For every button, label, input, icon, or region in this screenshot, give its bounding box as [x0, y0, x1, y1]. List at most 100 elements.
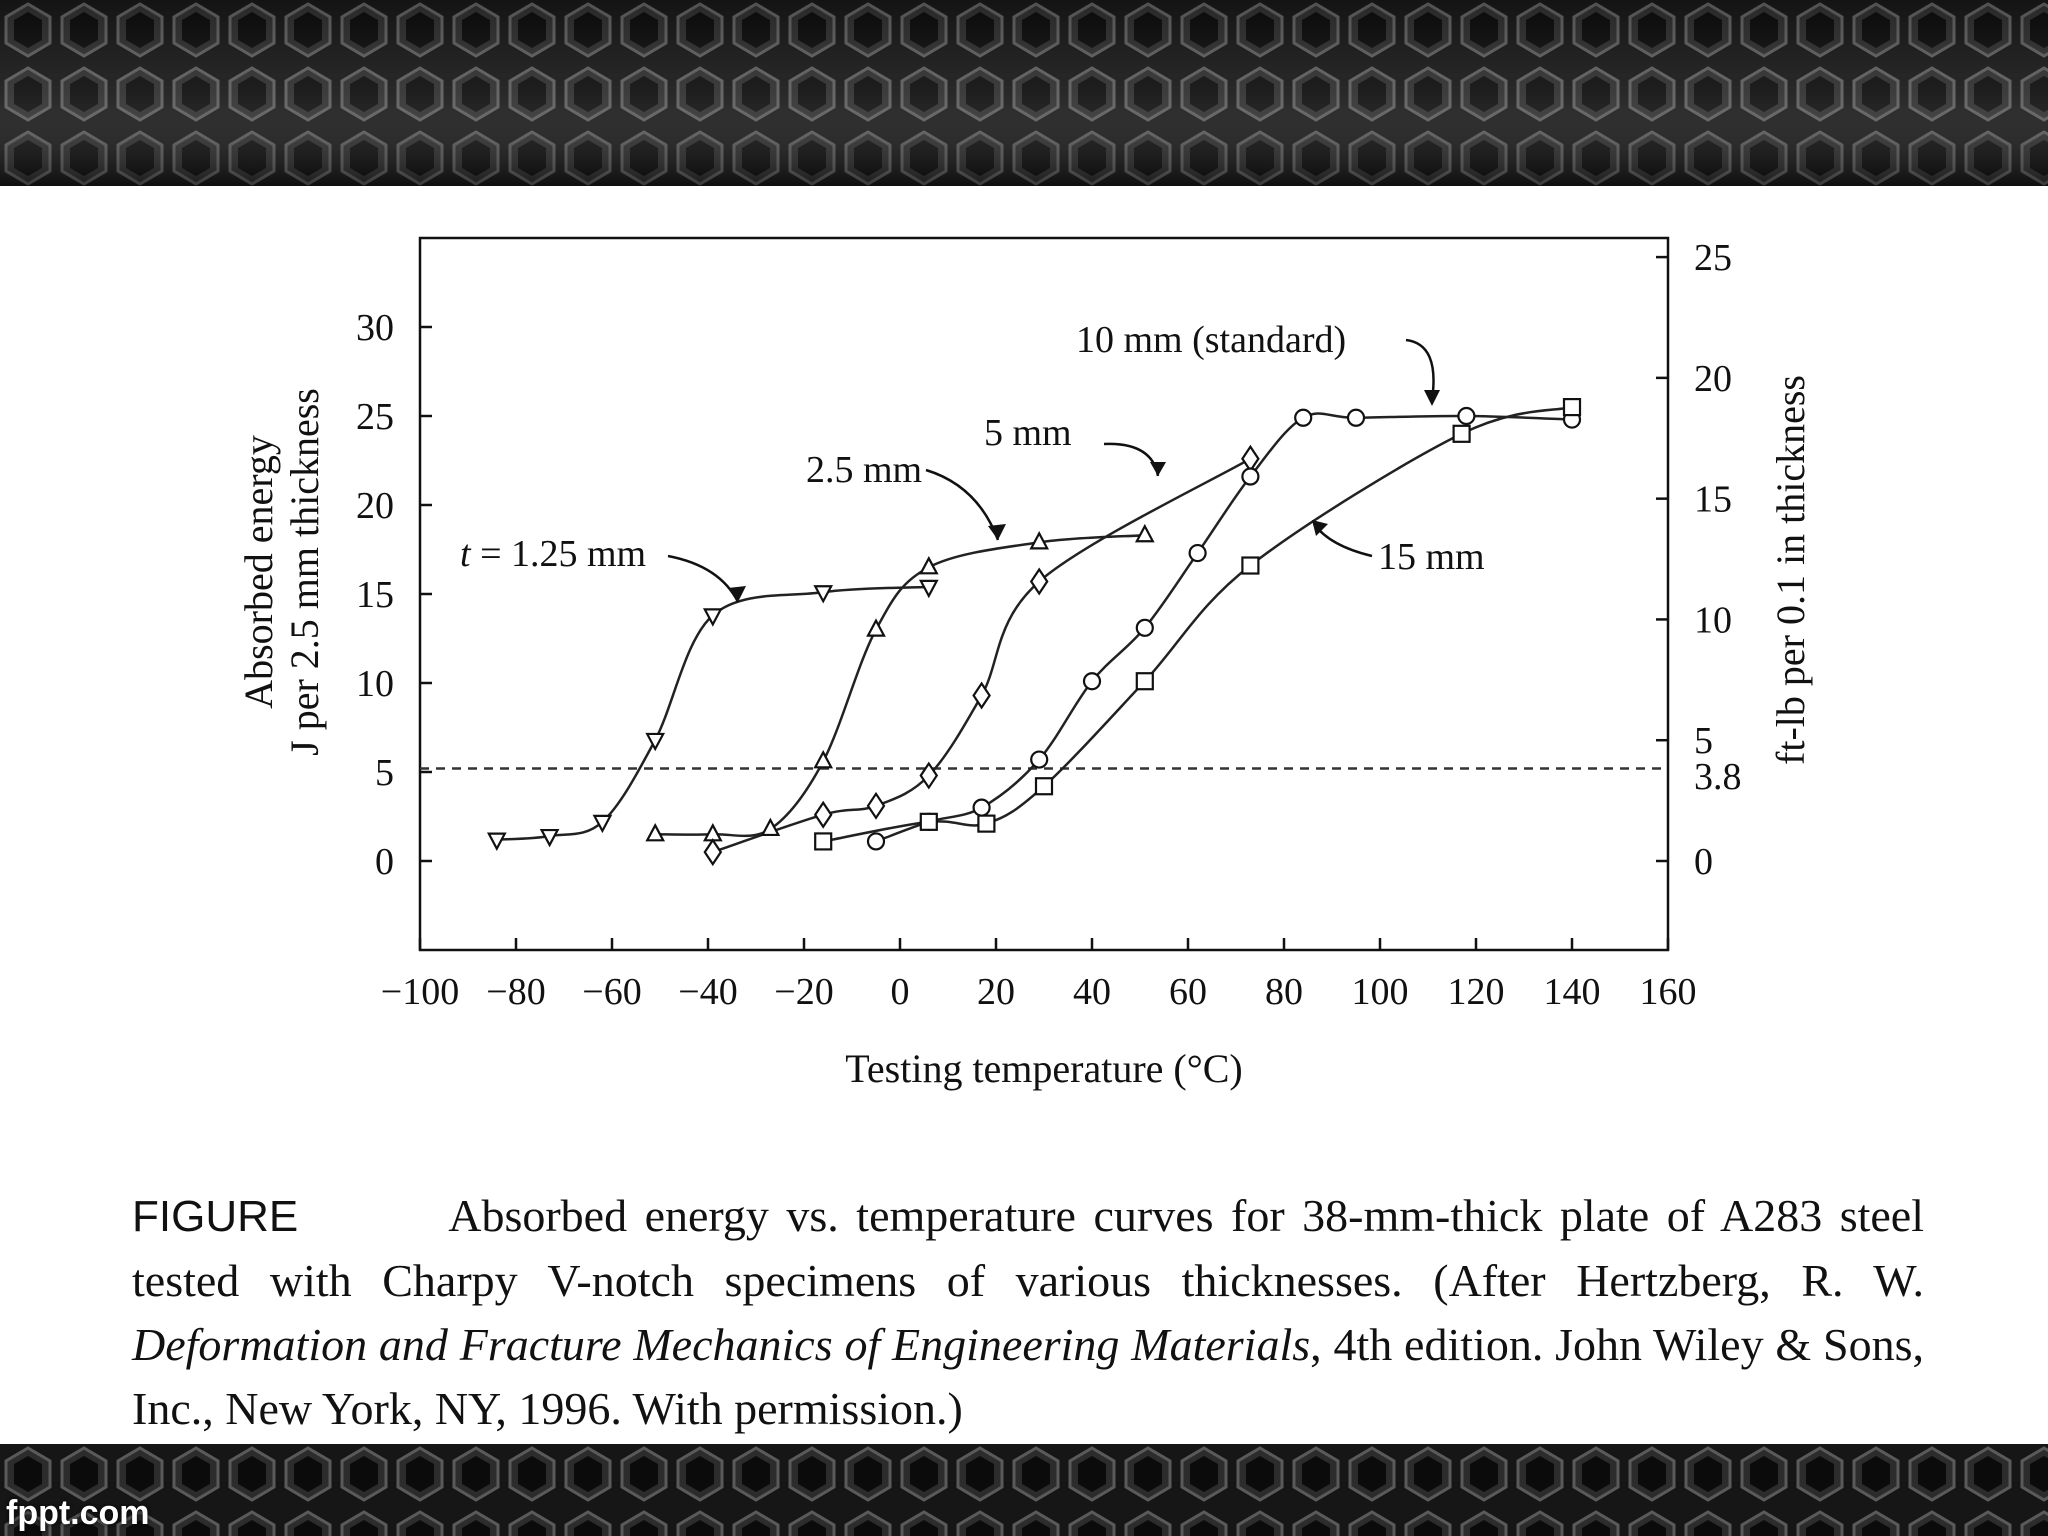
hex-pattern-top [0, 0, 2048, 186]
y2-tick-label: 5 [1694, 720, 1713, 762]
arrowhead-10mm [1424, 390, 1440, 406]
y2-tick-label: 20 [1694, 358, 1732, 400]
series-label-5mm: 5 mm [984, 412, 1072, 454]
data-point-diamond [1029, 567, 1049, 596]
y2-tick-label: 25 [1694, 237, 1732, 279]
data-point-triangle-up [1134, 523, 1155, 543]
header-hex-band [0, 0, 2048, 186]
x-tick-label: 20 [977, 971, 1015, 1013]
data-point-diamond [972, 681, 991, 710]
x-tick-label: 140 [1544, 971, 1601, 1013]
arrow-1.25mm [667, 554, 740, 603]
caption-text-1: Absorbed energy vs. temperature curves f… [132, 1190, 1924, 1306]
data-point-circle [1135, 618, 1154, 637]
x-tick-label: −80 [486, 971, 545, 1013]
arrowhead-1.25mm [728, 586, 746, 602]
plot-frame [418, 236, 1670, 952]
y-tick-label: 30 [356, 307, 394, 349]
curve-5-mm [712, 457, 1252, 854]
hex-pattern-bottom [0, 1444, 2048, 1536]
figure-caption: FIGURE Absorbed energy vs. temperature cu… [132, 1184, 1924, 1441]
y2-tick-label: 15 [1694, 479, 1732, 521]
data-point-triangle-up [866, 618, 886, 637]
data-point-triangle-up [760, 817, 781, 837]
data-point-circle [1082, 672, 1102, 691]
x-tick-label: 80 [1265, 971, 1303, 1013]
x-tick-label: −40 [678, 971, 737, 1013]
arrowhead-5mm [1150, 462, 1166, 476]
caption-book-title: Deformation and Fracture Mechanics of En… [132, 1319, 1311, 1370]
data-point-triangle-up [702, 822, 723, 842]
x-tick-label: −100 [381, 971, 459, 1013]
y-tick-label: 5 [375, 752, 394, 794]
y-tick-label: 20 [356, 485, 394, 527]
y-axis-title-line2: J per 2.5 mm thickness [282, 388, 327, 756]
data-point-diamond [919, 761, 939, 790]
data-point-triangle-up [1029, 531, 1050, 550]
y2-tick-label-3.8: 3.8 [1694, 756, 1742, 798]
y-tick-label: 25 [356, 396, 394, 438]
fppt-watermark: fppt.com [6, 1494, 150, 1532]
x-tick-label: 0 [891, 971, 910, 1013]
data-point-circle [1241, 467, 1260, 486]
annotation-arrows [667, 338, 1435, 603]
series-label-1.25mm: t = 1.25 mm [460, 533, 646, 575]
arrowhead-15mm [1312, 520, 1328, 536]
x-tick-label: −20 [774, 971, 833, 1013]
x-axis-title: Testing temperature (°C) [845, 1046, 1243, 1091]
data-point-triangle-up [645, 822, 666, 842]
x-tick-label: 100 [1352, 971, 1409, 1013]
y-tick-label: 0 [375, 841, 394, 883]
data-point-triangle-down [918, 579, 939, 599]
arrow-2.5mm [925, 468, 1000, 541]
y-tick-label: 15 [356, 574, 394, 616]
data-point-square [977, 814, 996, 833]
y-axis-title-line1: Absorbed energy [236, 435, 281, 709]
data-point-diamond [703, 838, 723, 867]
data-point-square [1034, 777, 1054, 796]
data-point-circle [1457, 406, 1476, 426]
data-point-triangle-down [592, 814, 613, 834]
arrow-5mm [1103, 442, 1160, 477]
data-point-triangle-up [918, 555, 939, 575]
data-point-triangle-down [645, 732, 666, 752]
data-point-circle [866, 832, 886, 851]
y2-tick-label: 10 [1694, 599, 1732, 641]
y2-tick-label: 0 [1694, 841, 1713, 883]
x-tick-label: −60 [582, 971, 641, 1013]
arrow-heads [728, 390, 1440, 602]
curve-10-mm-standard- [875, 412, 1573, 843]
data-point-diamond [813, 800, 833, 829]
data-point-circle [1346, 408, 1366, 427]
data-point-diamond [1241, 444, 1260, 473]
curve-2.5-mm [655, 534, 1145, 838]
data-point-diamond [866, 791, 886, 820]
arrowhead-2.5mm [988, 524, 1006, 540]
x-tick-label: 160 [1640, 971, 1697, 1013]
data-point-triangle-down [486, 832, 507, 851]
series-label-15mm: 15 mm [1378, 536, 1485, 578]
caption-label: FIGURE [132, 1192, 299, 1241]
data-point-triangle-down [702, 608, 723, 627]
energy-temperature-chart: −100 −80 −60 −40 −20 0 20 40 60 80 100 120 140 160051… [236, 236, 1813, 1091]
data-point-triangle-down [539, 828, 560, 848]
data-point-square [1135, 672, 1154, 691]
series-label-10mm: 10 mm (standard) [1076, 319, 1346, 361]
data-point-circle [972, 798, 991, 817]
footer-hex-band [0, 1444, 2048, 1536]
data-point-square [814, 832, 833, 851]
caption-text-2: , 4th edition. John Wiley & Sons, Inc., … [132, 1319, 1924, 1434]
data-point-square [1452, 424, 1471, 443]
arrow-10mm [1405, 338, 1435, 401]
x-tick-label: 40 [1073, 971, 1111, 1013]
data-point-square [1241, 556, 1260, 575]
data-point-circle [1294, 408, 1313, 427]
data-point-triangle-up [813, 749, 834, 769]
data-point-square [919, 812, 938, 831]
data-point-square [1562, 398, 1582, 417]
series-label-2.5mm: 2.5 mm [806, 449, 922, 491]
data-point-circle [1188, 543, 1207, 563]
x-tick-label: 60 [1169, 971, 1207, 1013]
y-tick-label: 10 [356, 663, 394, 705]
data-point-circle [1030, 750, 1049, 769]
